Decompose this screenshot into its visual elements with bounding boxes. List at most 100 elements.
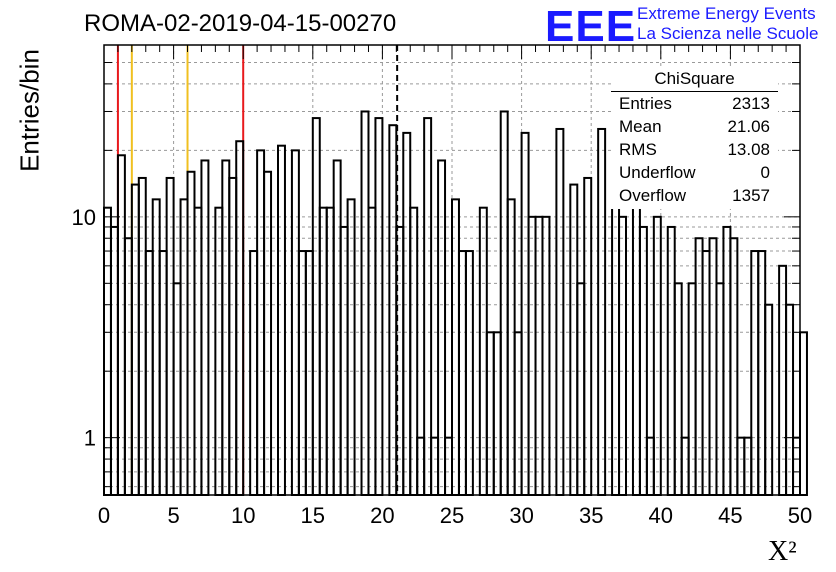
histogram-bin (652, 215, 662, 497)
histogram-bin (200, 159, 210, 496)
x-tick-label: 5 (167, 503, 179, 528)
histogram-bin (235, 140, 245, 496)
histogram-bin (332, 159, 342, 496)
histogram-bin (708, 237, 718, 496)
histogram-bin (750, 250, 760, 496)
histogram-bin (778, 264, 788, 496)
stats-row-rms: RMS 13.08 (611, 138, 778, 161)
x-axis-label: X² (768, 536, 797, 567)
histogram-bin (402, 131, 412, 496)
histogram-bin (437, 159, 447, 496)
histogram-bin (297, 250, 307, 496)
histogram-bin (172, 282, 182, 496)
run-title: ROMA-02-2019-04-15-00270 (84, 10, 397, 37)
histogram-bin (464, 250, 474, 496)
stats-box: ChiSquare Entries 2313 Mean 21.06 RMS 13… (611, 67, 778, 209)
histogram-bin (130, 183, 140, 496)
histogram-bin (158, 250, 168, 496)
axis-ticks (103, 44, 801, 495)
histogram-bin (346, 198, 356, 496)
histogram-bin (423, 117, 433, 497)
x-tick-label: 0 (98, 503, 110, 528)
histogram-bin (701, 250, 711, 496)
y-axis-label: Entries/bin (14, 49, 45, 172)
histogram-bin (109, 225, 119, 496)
stats-row-underflow: Underflow 0 (611, 161, 778, 184)
x-tick-label: 40 (649, 503, 673, 528)
histogram-bin (290, 149, 300, 497)
histogram-bin (388, 124, 398, 497)
stats-value: 0 (760, 163, 770, 182)
stats-title: ChiSquare (611, 67, 778, 92)
stats-value: 21.06 (727, 117, 770, 136)
x-tick-label: 20 (370, 503, 394, 528)
x-tick-label: 25 (440, 503, 464, 528)
histogram-bin (673, 282, 683, 496)
stats-value: 13.08 (727, 140, 770, 159)
histogram-bin (304, 250, 314, 496)
histogram-bin (256, 149, 266, 497)
histogram-bin (151, 198, 161, 496)
histogram-bin (123, 237, 133, 496)
stats-row-overflow: Overflow 1357 (611, 184, 778, 207)
histogram-bin (221, 159, 231, 496)
eee-logo: EEE (545, 2, 637, 51)
stats-row-mean: Mean 21.06 (611, 115, 778, 138)
histogram-bin (715, 282, 725, 496)
stats-label: Entries (619, 94, 672, 113)
histogram-bin (555, 127, 565, 496)
histogram-bin (311, 117, 321, 497)
histogram-bin (687, 282, 697, 496)
histogram-bin (520, 131, 530, 496)
histogram-bin (144, 250, 154, 496)
histogram-bin (457, 250, 467, 496)
histogram-bin (541, 215, 551, 497)
histogram-bin (492, 331, 502, 496)
histogram-bin (179, 198, 189, 496)
histogram-bin (263, 170, 273, 496)
histogram-bin (757, 250, 767, 496)
stats-label: Overflow (619, 186, 687, 205)
stats-value: 2313 (732, 94, 770, 113)
histogram-bin (506, 198, 516, 496)
histogram-bin (785, 303, 795, 496)
histogram-bin (722, 225, 732, 496)
histogram-bin (618, 215, 627, 497)
histogram-bin (374, 117, 384, 497)
histogram-bin (764, 303, 774, 496)
histogram-bin (569, 183, 579, 496)
x-tick-label: 35 (579, 503, 603, 528)
y-tick-label: 1 (84, 426, 96, 451)
axis-tick-labels: 0 5 10 15 20 25 30 35 40 45 50 1 10 (72, 205, 813, 528)
histogram-bin (597, 127, 607, 496)
x-tick-label: 45 (718, 503, 742, 528)
histogram-bin (576, 282, 586, 496)
histogram-bin (513, 331, 523, 496)
y-tick-label: 10 (72, 205, 96, 230)
logo-caption-line1: Extreme Energy Events (637, 4, 816, 23)
histogram-bin (186, 170, 196, 496)
histogram-bin (694, 237, 704, 496)
histogram-bin (451, 198, 460, 496)
histogram-bin (638, 225, 648, 496)
stats-label: RMS (619, 140, 657, 159)
histogram-bin (485, 331, 495, 496)
histogram-bin (339, 225, 349, 496)
x-tick-label: 50 (788, 503, 812, 528)
histogram-bin (534, 215, 544, 497)
histogram-bin (249, 250, 259, 496)
x-tick-label: 10 (231, 503, 255, 528)
stats-label: Underflow (619, 163, 696, 182)
histogram-bin (729, 237, 739, 496)
stats-label: Mean (619, 117, 662, 136)
stats-row-entries: Entries 2313 (611, 92, 778, 115)
histogram-bin (799, 331, 808, 496)
histogram-bin (527, 215, 537, 497)
logo-caption-line2: La Scienza nelle Scuole (637, 24, 819, 43)
x-tick-label: 30 (509, 503, 533, 528)
stats-value: 1357 (732, 186, 770, 205)
histogram-bin (116, 154, 126, 496)
x-tick-label: 15 (301, 503, 325, 528)
histogram-bin (277, 144, 286, 496)
